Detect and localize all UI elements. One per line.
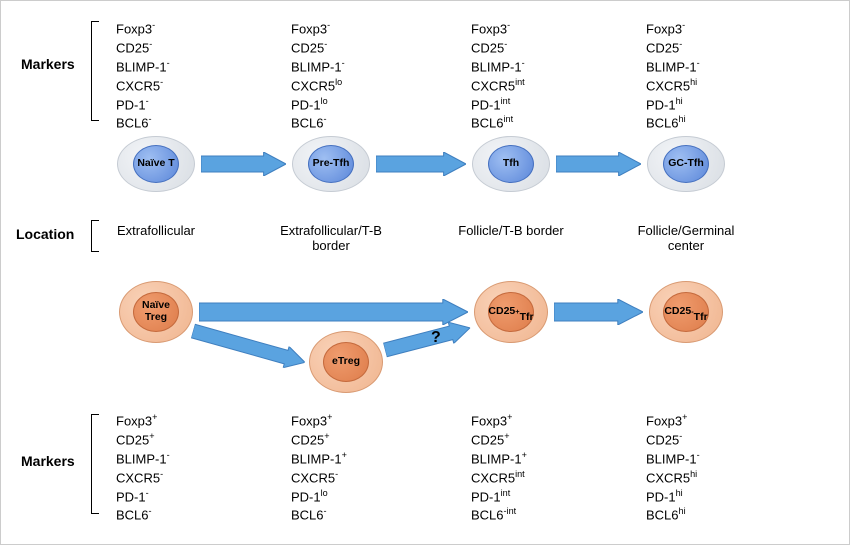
top-cell-0: Naïve T <box>117 136 195 192</box>
location-col2: Follicle/T-B border <box>441 223 581 238</box>
bottom-markers-col2: Foxp3+CD25+BLIMP-1+CXCR5intPD-1intBCL6-i… <box>471 411 527 524</box>
bottom-cell-2: CD25+Tfr <box>474 281 548 343</box>
top-cell-3-nucleus: GC-Tfh <box>663 145 709 183</box>
top-cell-2-nucleus: Tfh <box>488 145 534 183</box>
top-cell-1-nucleus: Pre-Tfh <box>308 145 354 183</box>
bottom-markers-col0: Foxp3+CD25+BLIMP-1-CXCR5-PD-1-BCL6- <box>116 411 170 524</box>
top-arrow-0 <box>201 152 286 176</box>
location-col1: Extrafollicular/T-Bborder <box>261 223 401 253</box>
bottom-arrow-cd25plus-to-cd25minus <box>554 299 643 325</box>
markers-bottom-label: Markers <box>21 453 75 469</box>
bottom-markers-col3: Foxp3+CD25-BLIMP-1-CXCR5hiPD-1hiBCL6hi <box>646 411 700 524</box>
top-cell-3: GC-Tfh <box>647 136 725 192</box>
bracket-bottom <box>91 414 99 514</box>
top-markers-col1: Foxp3-CD25-BLIMP-1-CXCR5loPD-1loBCL6- <box>291 19 345 132</box>
location-col3: Follicle/Germinalcenter <box>616 223 756 253</box>
bottom-cell-3-nucleus: CD25-Tfr <box>663 292 709 332</box>
top-arrow-2 <box>556 152 641 176</box>
bottom-cell-0-nucleus: NaïveTreg <box>133 292 179 332</box>
bottom-cell-0: NaïveTreg <box>119 281 193 343</box>
top-cell-1: Pre-Tfh <box>292 136 370 192</box>
location-label: Location <box>16 226 74 242</box>
bottom-markers-col1: Foxp3+CD25+BLIMP-1+CXCR5-PD-1loBCL6- <box>291 411 347 524</box>
top-cell-2: Tfh <box>472 136 550 192</box>
top-cell-0-nucleus: Naïve T <box>133 145 179 183</box>
top-markers-col3: Foxp3-CD25-BLIMP-1-CXCR5hiPD-1hiBCL6hi <box>646 19 700 132</box>
top-markers-col0: Foxp3-CD25-BLIMP-1-CXCR5-PD-1-BCL6- <box>116 19 170 132</box>
bottom-cell-3: CD25-Tfr <box>649 281 723 343</box>
bottom-cell-1-nucleus: eTreg <box>323 342 369 382</box>
bottom-cell-1: eTreg <box>309 331 383 393</box>
question-mark: ? <box>431 329 441 347</box>
bracket-top <box>91 21 99 121</box>
location-col0: Extrafollicular <box>86 223 226 238</box>
markers-top-label: Markers <box>21 56 75 72</box>
top-arrow-1 <box>376 152 466 176</box>
bottom-cell-2-nucleus: CD25+Tfr <box>488 292 534 332</box>
top-markers-col2: Foxp3-CD25-BLIMP-1-CXCR5intPD-1intBCL6in… <box>471 19 525 132</box>
bottom-arrow-naive-to-etreg <box>190 320 308 373</box>
bottom-arrow-naive-to-cd25plus <box>199 299 468 325</box>
